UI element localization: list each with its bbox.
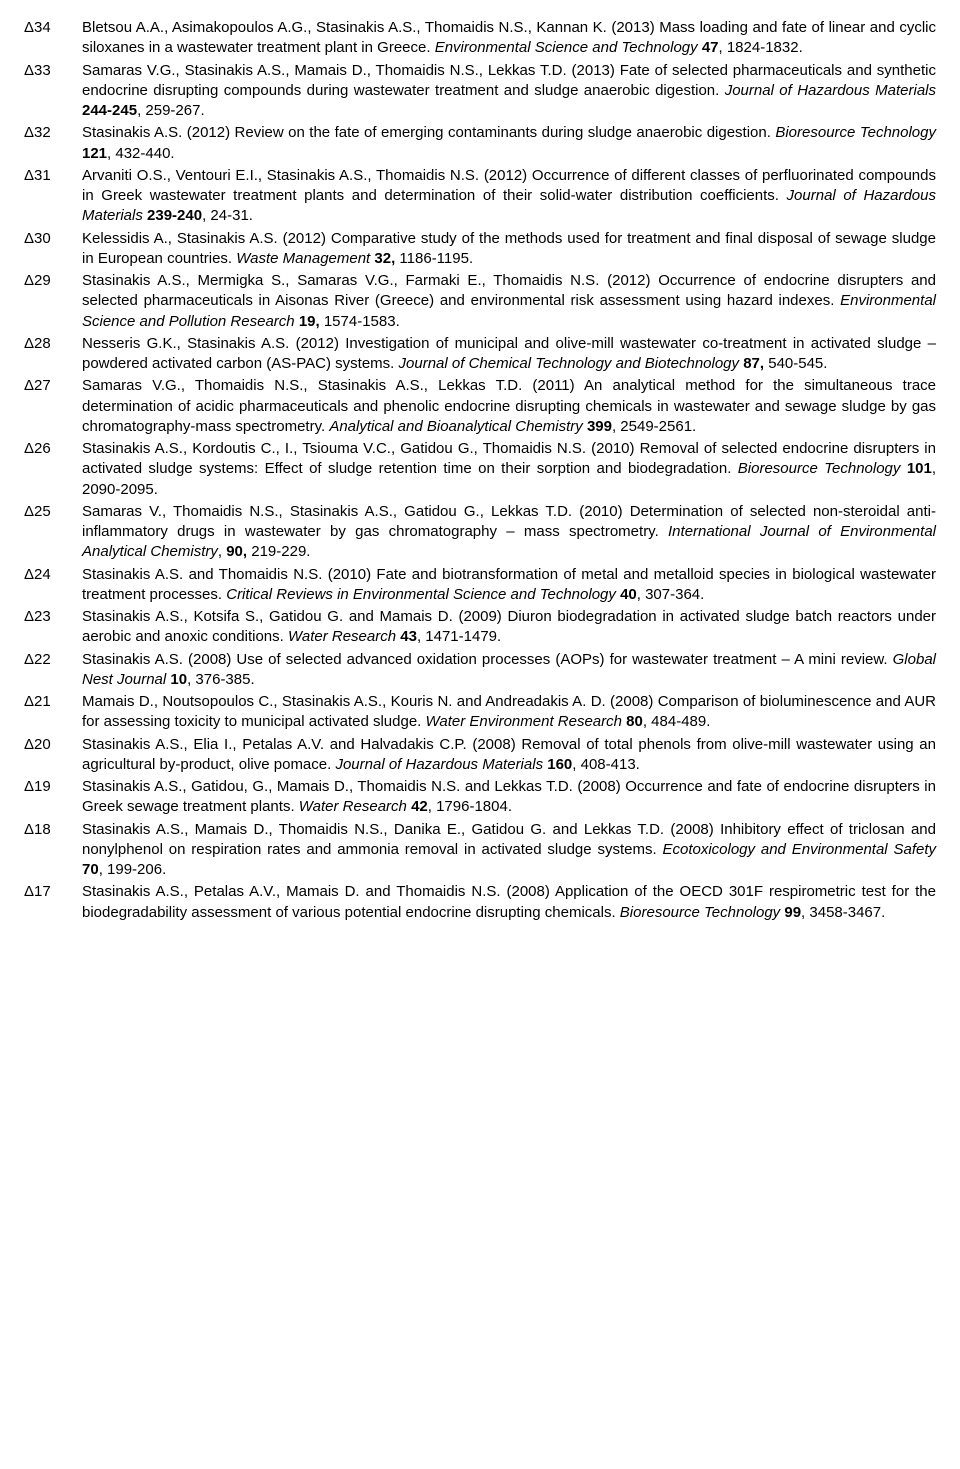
reference-item: Δ22Stasinakis A.S. (2008) Use of selecte… — [24, 650, 936, 691]
reference-number: Δ26 — [24, 439, 82, 500]
reference-item: Δ27Samaras V.G., Thomaidis N.S., Stasina… — [24, 376, 936, 437]
reference-number: Δ29 — [24, 271, 82, 332]
reference-list: Δ34Bletsou A.A., Asimakopoulos A.G., Sta… — [24, 18, 936, 923]
reference-text: Nesseris G.K., Stasinakis A.S. (2012) In… — [82, 334, 936, 375]
reference-text: Samaras V.G., Stasinakis A.S., Mamais D.… — [82, 61, 936, 122]
reference-number: Δ25 — [24, 502, 82, 563]
reference-item: Δ19Stasinakis A.S., Gatidou, G., Mamais … — [24, 777, 936, 818]
reference-number: Δ33 — [24, 61, 82, 122]
reference-text: Stasinakis A.S., Kordoutis C., I., Tsiou… — [82, 439, 936, 500]
reference-number: Δ32 — [24, 123, 82, 164]
reference-item: Δ25Samaras V., Thomaidis N.S., Stasinaki… — [24, 502, 936, 563]
reference-text: Stasinakis A.S., Mamais D., Thomaidis N.… — [82, 820, 936, 881]
reference-text: Stasinakis A.S. and Thomaidis N.S. (2010… — [82, 565, 936, 606]
reference-number: Δ34 — [24, 18, 82, 59]
reference-item: Δ21Mamais D., Noutsopoulos C., Stasinaki… — [24, 692, 936, 733]
reference-text: Stasinakis A.S. (2012) Review on the fat… — [82, 123, 936, 164]
reference-item: Δ23Stasinakis A.S., Kotsifa S., Gatidou … — [24, 607, 936, 648]
reference-item: Δ24Stasinakis A.S. and Thomaidis N.S. (2… — [24, 565, 936, 606]
reference-item: Δ26Stasinakis A.S., Kordoutis C., I., Ts… — [24, 439, 936, 500]
reference-text: Samaras V., Thomaidis N.S., Stasinakis A… — [82, 502, 936, 563]
reference-number: Δ22 — [24, 650, 82, 691]
reference-number: Δ27 — [24, 376, 82, 437]
reference-text: Stasinakis A.S., Mermigka S., Samaras V.… — [82, 271, 936, 332]
reference-item: Δ32Stasinakis A.S. (2012) Review on the … — [24, 123, 936, 164]
reference-item: Δ20Stasinakis A.S., Elia I., Petalas A.V… — [24, 735, 936, 776]
reference-text: Bletsou A.A., Asimakopoulos A.G., Stasin… — [82, 18, 936, 59]
reference-number: Δ24 — [24, 565, 82, 606]
reference-text: Stasinakis A.S., Petalas A.V., Mamais D.… — [82, 882, 936, 923]
reference-number: Δ20 — [24, 735, 82, 776]
reference-text: Stasinakis A.S., Gatidou, G., Mamais D.,… — [82, 777, 936, 818]
reference-item: Δ18Stasinakis A.S., Mamais D., Thomaidis… — [24, 820, 936, 881]
reference-number: Δ28 — [24, 334, 82, 375]
reference-item: Δ29Stasinakis A.S., Mermigka S., Samaras… — [24, 271, 936, 332]
reference-number: Δ31 — [24, 166, 82, 227]
reference-text: Stasinakis A.S. (2008) Use of selected a… — [82, 650, 936, 691]
reference-item: Δ30Kelessidis A., Stasinakis A.S. (2012)… — [24, 229, 936, 270]
reference-text: Samaras V.G., Thomaidis N.S., Stasinakis… — [82, 376, 936, 437]
reference-item: Δ34Bletsou A.A., Asimakopoulos A.G., Sta… — [24, 18, 936, 59]
reference-text: Arvaniti O.S., Ventouri E.I., Stasinakis… — [82, 166, 936, 227]
reference-number: Δ19 — [24, 777, 82, 818]
reference-number: Δ21 — [24, 692, 82, 733]
reference-number: Δ30 — [24, 229, 82, 270]
reference-number: Δ23 — [24, 607, 82, 648]
reference-item: Δ31Arvaniti O.S., Ventouri E.I., Stasina… — [24, 166, 936, 227]
reference-item: Δ33Samaras V.G., Stasinakis A.S., Mamais… — [24, 61, 936, 122]
reference-number: Δ18 — [24, 820, 82, 881]
reference-text: Kelessidis A., Stasinakis A.S. (2012) Co… — [82, 229, 936, 270]
reference-item: Δ17Stasinakis A.S., Petalas A.V., Mamais… — [24, 882, 936, 923]
reference-number: Δ17 — [24, 882, 82, 923]
reference-text: Mamais D., Noutsopoulos C., Stasinakis A… — [82, 692, 936, 733]
reference-text: Stasinakis A.S., Elia I., Petalas A.V. a… — [82, 735, 936, 776]
reference-text: Stasinakis A.S., Kotsifa S., Gatidou G. … — [82, 607, 936, 648]
reference-item: Δ28Nesseris G.K., Stasinakis A.S. (2012)… — [24, 334, 936, 375]
